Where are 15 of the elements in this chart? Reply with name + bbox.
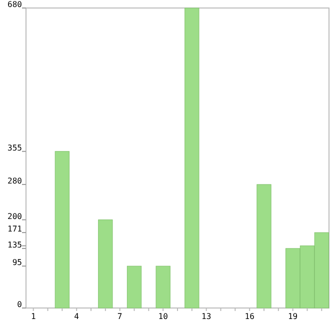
x-tick-label: 4: [74, 312, 80, 321]
y-tick-label: 355: [8, 143, 22, 152]
y-tick-label: 171: [8, 224, 22, 234]
x-tick-label: 7: [117, 312, 122, 321]
y-tick-label: 280: [8, 176, 22, 186]
y-tick-label: 680: [8, 0, 22, 9]
x-tick-label: 10: [158, 312, 168, 321]
x-tick-label: 19: [288, 312, 298, 321]
y-tick-label: 135: [8, 240, 22, 250]
x-tick-label: 16: [244, 312, 255, 321]
y-tick-label: 200: [8, 212, 22, 221]
x-tick-label: 13: [202, 312, 212, 321]
x-tick-label: 1: [30, 312, 36, 321]
y-tick-label: 0: [17, 300, 22, 309]
y-tick-label: 95: [12, 258, 22, 268]
